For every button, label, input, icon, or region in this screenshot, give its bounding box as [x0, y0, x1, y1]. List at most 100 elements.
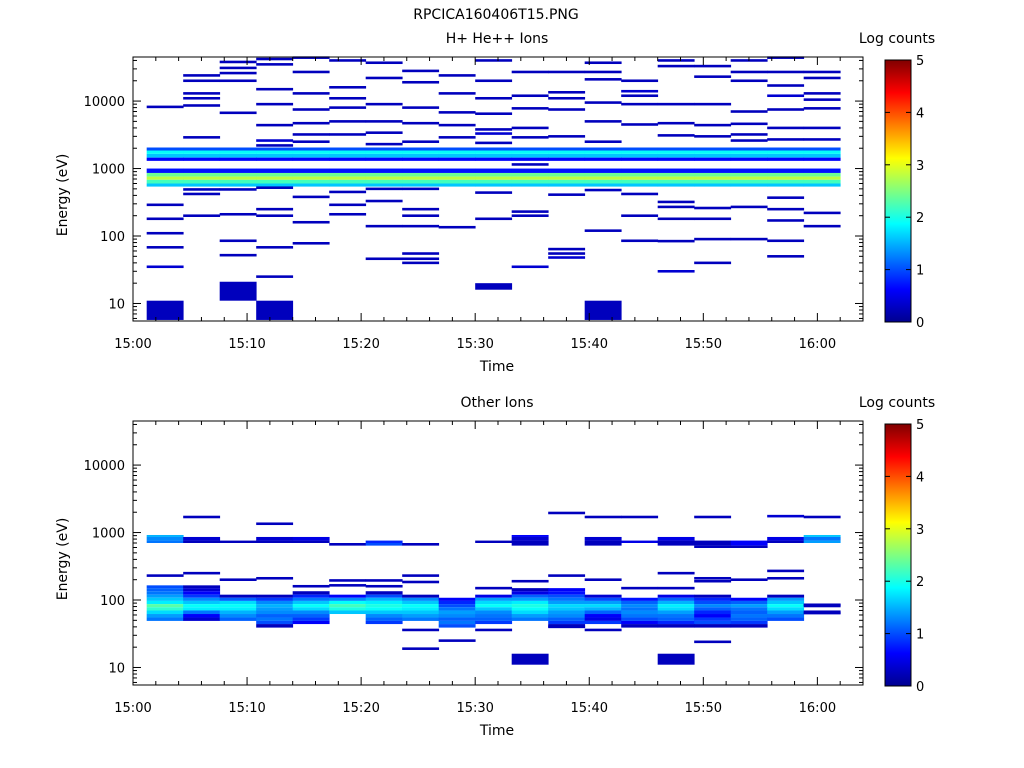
heatmap-cell: [183, 176, 221, 180]
heatmap-cell: [219, 188, 257, 191]
heatmap-cell: [146, 183, 184, 187]
heatmap-cell: [219, 253, 257, 257]
heatmap-cell: [621, 150, 659, 154]
heatmap-cell: [621, 617, 659, 621]
heatmap-cell: [329, 610, 367, 615]
heatmap-cell: [657, 183, 695, 187]
heatmap-cell: [402, 69, 440, 73]
heatmap-cell: [584, 604, 622, 608]
heatmap-cell: [402, 617, 440, 621]
heatmap-cell: [256, 614, 294, 618]
heatmap-cell: [146, 231, 184, 235]
heatmap-cell: [183, 136, 221, 139]
heatmap-cell: [475, 191, 513, 194]
heatmap-cell: [256, 300, 294, 320]
heatmap-cell: [256, 63, 294, 66]
heatmap-cell: [657, 59, 695, 62]
heatmap-cell: [256, 620, 294, 625]
heatmap-cell: [511, 157, 549, 161]
heatmap-cell: [292, 153, 330, 158]
heatmap-cell: [402, 207, 440, 211]
heatmap-cell: [730, 183, 768, 187]
heatmap-cell: [256, 147, 294, 151]
heatmap-cell: [803, 183, 841, 187]
heatmap-cell: [256, 168, 294, 173]
heatmap-cell: [146, 604, 184, 608]
heatmap-cell: [329, 542, 367, 546]
heatmap-cell: [511, 607, 549, 611]
heatmap-cell: [730, 597, 768, 601]
heatmap-cell: [621, 597, 659, 601]
heatmap-cell: [621, 94, 659, 98]
heatmap-cell: [657, 157, 695, 161]
heatmap-cell: [767, 600, 805, 605]
heatmap-cell: [183, 571, 221, 575]
heatmap-cell: [146, 179, 184, 184]
heatmap-cell: [183, 607, 221, 611]
heatmap-cell: [694, 614, 732, 618]
heatmap-cell: [183, 591, 221, 595]
heatmap-cell: [657, 134, 695, 137]
heatmap-cell: [767, 569, 805, 573]
heatmap-cell: [511, 588, 549, 592]
heatmap-cell: [511, 147, 549, 151]
heatmap-cell: [219, 610, 257, 615]
heatmap-cell: [621, 586, 659, 590]
heatmap-cell: [584, 78, 622, 81]
heatmap-cell: [438, 225, 476, 229]
heatmap-cell: [365, 600, 403, 605]
heatmap-cell: [475, 594, 513, 598]
colorbar-tick-label: 1: [916, 264, 924, 279]
y-axis: 10 100 1000 10000: [84, 59, 863, 319]
heatmap-cell: [183, 183, 221, 187]
heatmap-cell: [803, 211, 841, 215]
heatmap-cell: [438, 183, 476, 187]
heatmap-cell: [730, 122, 768, 126]
heatmap-cell: [256, 123, 294, 127]
heatmap-cell: [219, 153, 257, 158]
heatmap-cell: [438, 614, 476, 618]
heatmap-cell: [657, 168, 695, 173]
x-tick-label: 15:00: [114, 337, 151, 352]
heatmap-cell: [329, 172, 367, 177]
heatmap-cell: [657, 540, 695, 543]
heatmap-cell: [584, 101, 622, 104]
heatmap-cell: [511, 210, 549, 213]
heatmap-cell: [621, 610, 659, 615]
heatmap-cell: [511, 534, 549, 537]
heatmap-cell: [183, 614, 221, 618]
heatmap-cell: [329, 157, 367, 161]
heatmap-cell: [548, 594, 586, 598]
heatmap-cell: [146, 176, 184, 180]
heatmap-cell: [621, 614, 659, 618]
heatmap-cell: [256, 597, 294, 601]
heatmap-cell: [584, 628, 622, 632]
heatmap-cell: [219, 60, 257, 64]
heatmap-cell: [584, 188, 622, 192]
heatmap-cell: [365, 540, 403, 543]
heatmap-cell: [694, 172, 732, 177]
heatmap-cells: [146, 56, 841, 320]
heatmap-cell: [402, 610, 440, 615]
heatmap-cell: [402, 542, 440, 546]
heatmap-cell: [730, 600, 768, 605]
heatmap-cell: [438, 597, 476, 601]
heatmap-cell: [621, 89, 659, 93]
heatmap-cell: [657, 270, 695, 273]
heatmap-cell: [292, 92, 330, 95]
heatmap-cell: [730, 237, 768, 241]
y-tick-label: 100: [100, 594, 125, 609]
x-tick-label: 15:30: [456, 337, 493, 352]
heatmap-cell: [584, 176, 622, 180]
heatmap-cell: [365, 157, 403, 161]
heatmap-cell: [329, 597, 367, 601]
heatmap-cell: [767, 207, 805, 211]
heatmap-cell: [803, 76, 841, 80]
heatmap-cell: [219, 607, 257, 611]
heatmap-cell: [329, 120, 367, 123]
heatmap-cell: [657, 172, 695, 177]
heatmap-cell: [584, 157, 622, 161]
heatmap-cell: [548, 256, 586, 259]
x-tick-label: 15:50: [685, 701, 722, 716]
heatmap-cell: [292, 140, 330, 143]
